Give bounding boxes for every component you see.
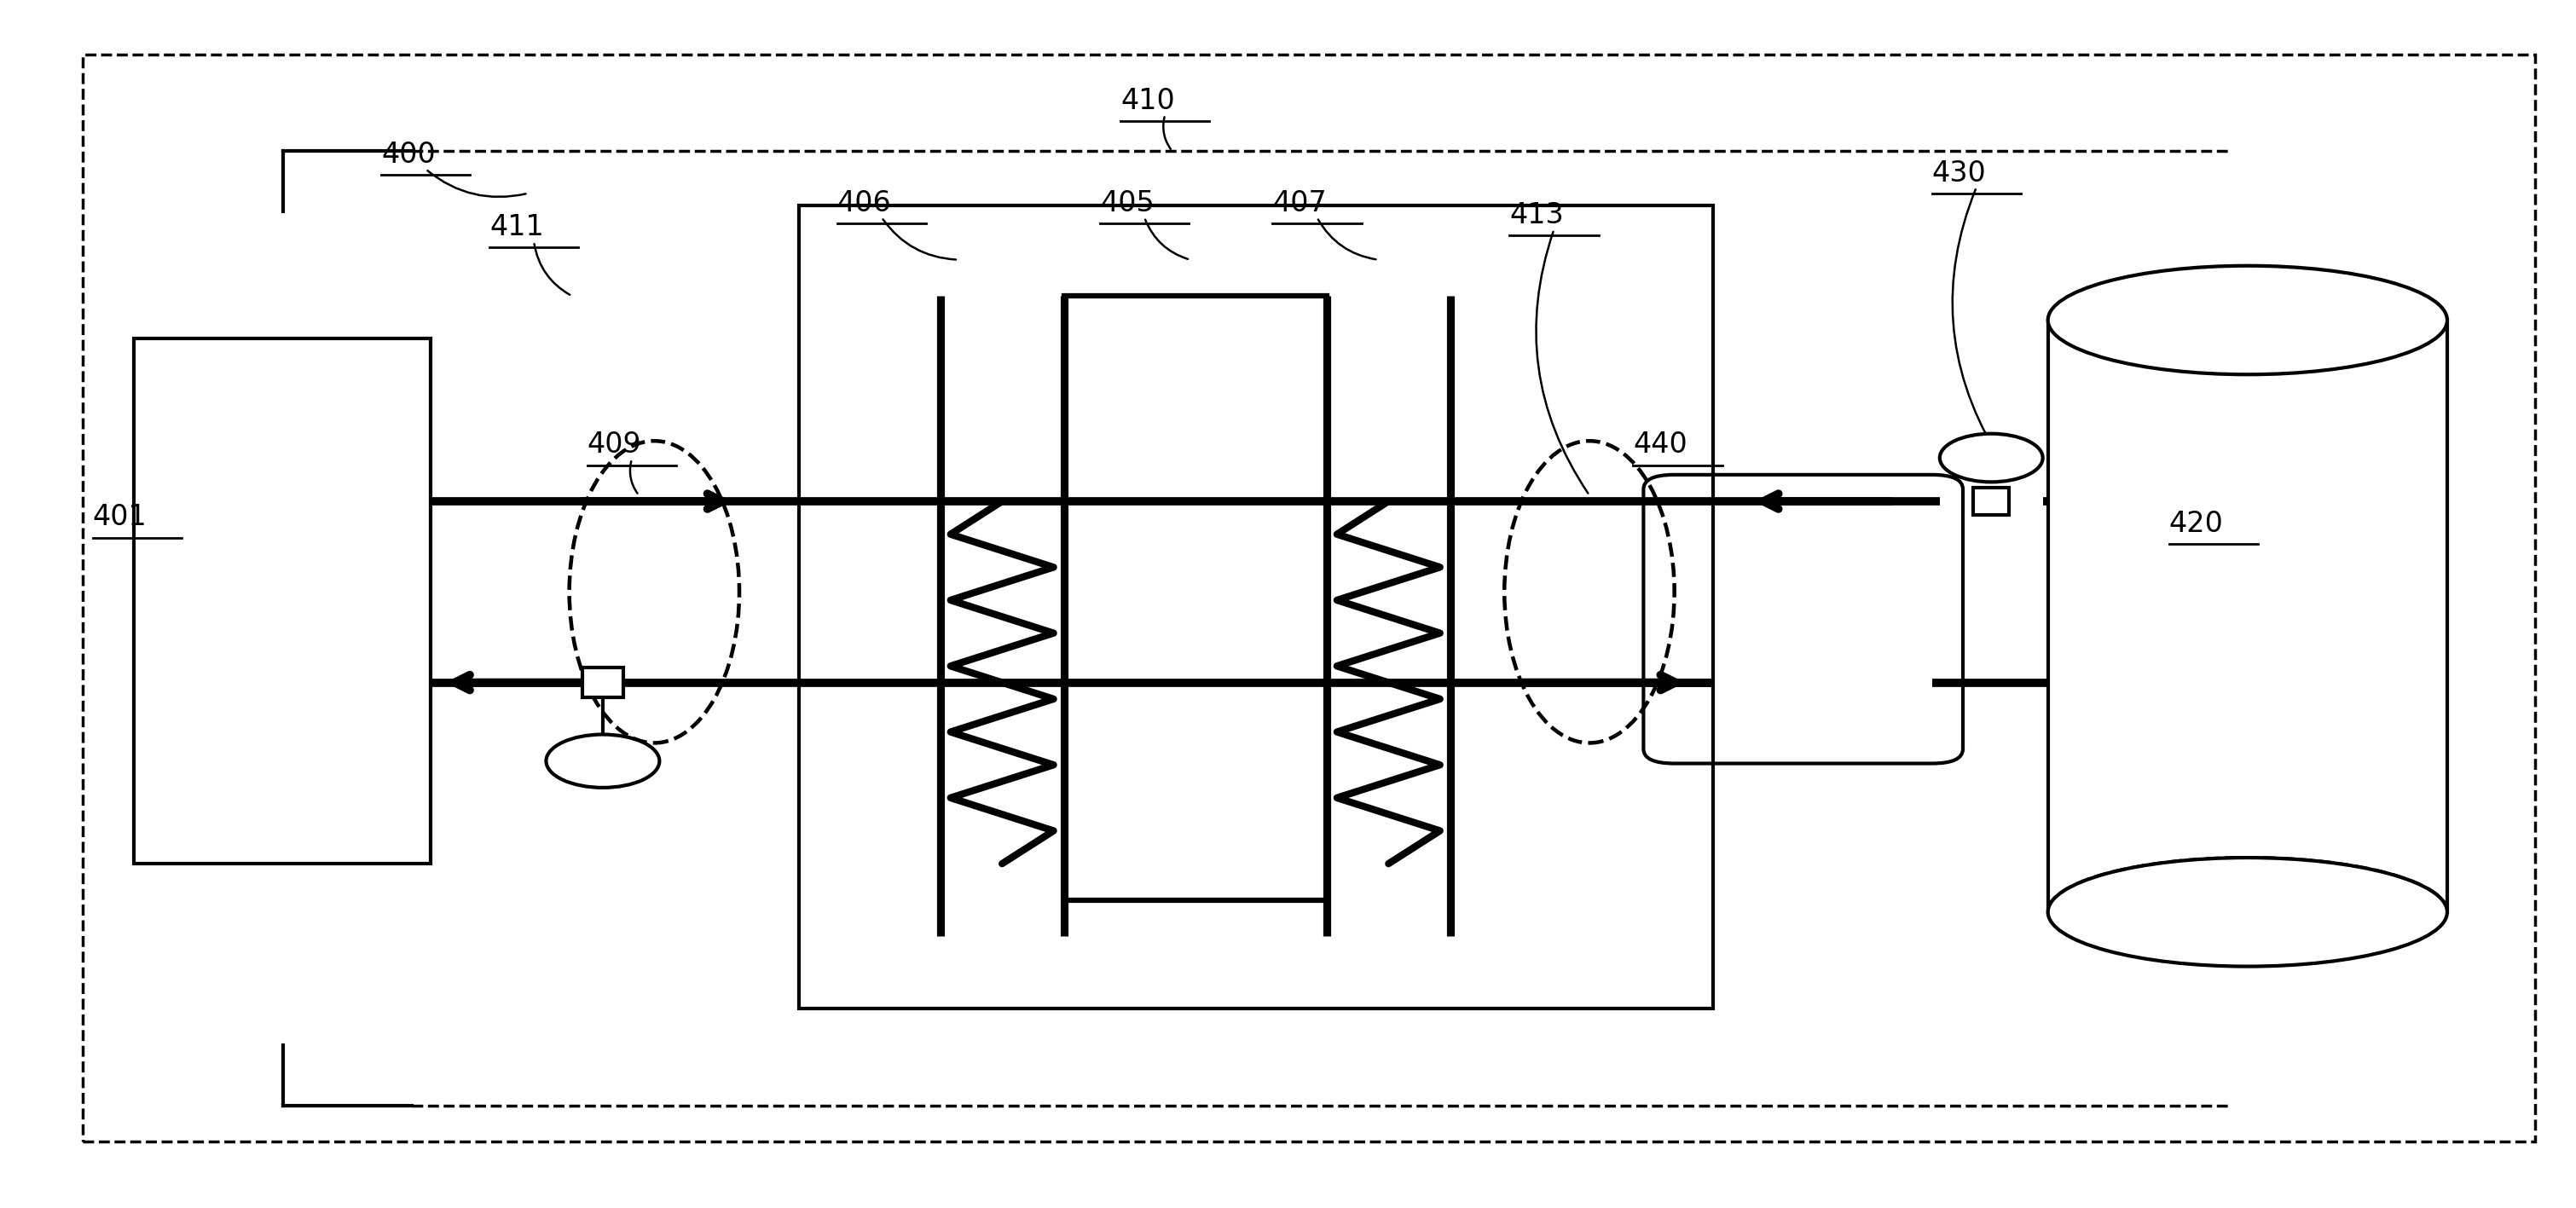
Text: 440: 440	[1633, 431, 1687, 459]
Bar	[1064, 296, 1327, 900]
Circle shape	[546, 734, 659, 788]
Ellipse shape	[2048, 266, 2447, 374]
Ellipse shape	[2048, 858, 2447, 966]
Text: 411: 411	[489, 214, 544, 242]
Text: 405: 405	[1100, 190, 1154, 217]
Text: 406: 406	[837, 190, 891, 217]
Bar	[134, 338, 430, 864]
Bar	[582, 667, 623, 697]
Text: 410: 410	[1121, 87, 1175, 115]
Text: 401: 401	[93, 504, 147, 532]
Text: 400: 400	[381, 141, 435, 169]
Circle shape	[1940, 434, 2043, 482]
Text: 413: 413	[1510, 202, 1564, 230]
Bar	[1973, 488, 2009, 515]
Text: 420: 420	[2169, 510, 2223, 538]
Text: 409: 409	[587, 431, 641, 459]
Text: 407: 407	[1273, 190, 1327, 217]
Bar	[799, 205, 1713, 1009]
Text: 430: 430	[1932, 159, 1986, 187]
